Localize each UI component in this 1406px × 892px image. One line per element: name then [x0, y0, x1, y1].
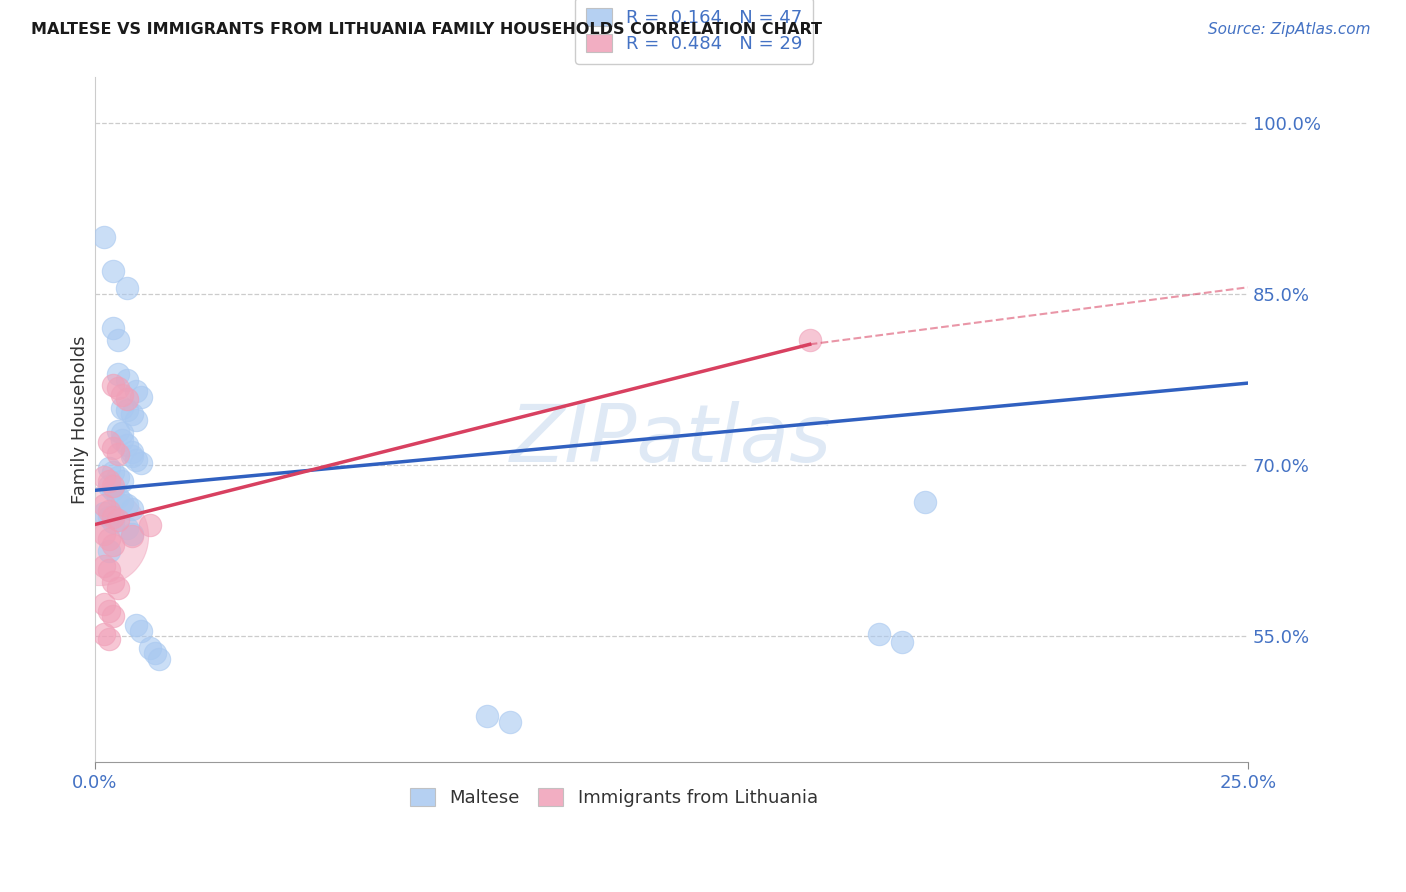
Text: ZIPatlas: ZIPatlas: [510, 401, 832, 479]
Point: [103, 465, 125, 479]
Point: [139, 640, 162, 655]
Text: MALTESE VS IMMIGRANTS FROM LITHUANIA FAMILY HOUSEHOLDS CORRELATION CHART: MALTESE VS IMMIGRANTS FROM LITHUANIA FAM…: [31, 22, 823, 37]
Point: [115, 392, 138, 406]
Point: [107, 490, 129, 504]
Point: [148, 652, 170, 666]
Point: [103, 321, 125, 335]
Point: [97, 504, 120, 518]
Point: [93, 498, 115, 512]
Point: [121, 407, 143, 421]
Point: [93, 469, 115, 483]
Point: [97, 474, 120, 488]
Point: [103, 509, 125, 524]
Point: [103, 264, 125, 278]
Point: [129, 390, 152, 404]
Point: [97, 479, 120, 493]
Point: [121, 526, 143, 541]
Point: [139, 517, 162, 532]
Point: [93, 558, 115, 573]
Point: [93, 526, 115, 541]
Point: [121, 529, 143, 543]
Legend: Maltese, Immigrants from Lithuania: Maltese, Immigrants from Lithuania: [402, 781, 825, 814]
Point: [107, 582, 129, 596]
Point: [115, 438, 138, 452]
Y-axis label: Family Households: Family Households: [72, 335, 89, 504]
Point: [97, 563, 120, 577]
Point: [115, 373, 138, 387]
Point: [111, 494, 134, 508]
Point: [97, 460, 120, 475]
Point: [129, 624, 152, 638]
Point: [125, 452, 148, 467]
Point: [799, 333, 821, 347]
Point: [107, 469, 129, 483]
Point: [107, 424, 129, 438]
Point: [103, 608, 125, 623]
Point: [97, 543, 120, 558]
Point: [125, 384, 148, 398]
Point: [97, 533, 120, 547]
Point: [111, 433, 134, 447]
Point: [93, 598, 115, 612]
Point: [107, 381, 129, 395]
Point: [125, 618, 148, 632]
Point: [125, 412, 148, 426]
Point: [97, 632, 120, 646]
Point: [107, 333, 129, 347]
Point: [107, 513, 129, 527]
Point: [107, 367, 129, 381]
Point: [103, 479, 125, 493]
Point: [97, 509, 120, 524]
Point: [93, 230, 115, 244]
Point: [97, 604, 120, 618]
Point: [111, 401, 134, 416]
Point: [89, 529, 111, 543]
Point: [115, 521, 138, 535]
Point: [103, 538, 125, 552]
Point: [103, 574, 125, 589]
Point: [115, 403, 138, 417]
Point: [129, 456, 152, 470]
Point: [103, 483, 125, 498]
Point: [121, 449, 143, 463]
Text: Source: ZipAtlas.com: Source: ZipAtlas.com: [1208, 22, 1371, 37]
Point: [103, 378, 125, 392]
Point: [115, 281, 138, 295]
Point: [111, 426, 134, 441]
Point: [93, 627, 115, 641]
Point: [914, 494, 936, 508]
Point: [868, 627, 890, 641]
Point: [103, 515, 125, 529]
Point: [111, 387, 134, 401]
Point: [890, 635, 912, 649]
Point: [93, 506, 115, 520]
Point: [111, 474, 134, 488]
Point: [143, 647, 166, 661]
Point: [121, 444, 143, 458]
Point: [103, 441, 125, 455]
Point: [121, 501, 143, 516]
Point: [107, 447, 129, 461]
Point: [115, 498, 138, 512]
Point: [97, 435, 120, 450]
Point: [499, 714, 522, 729]
Point: [475, 709, 498, 723]
